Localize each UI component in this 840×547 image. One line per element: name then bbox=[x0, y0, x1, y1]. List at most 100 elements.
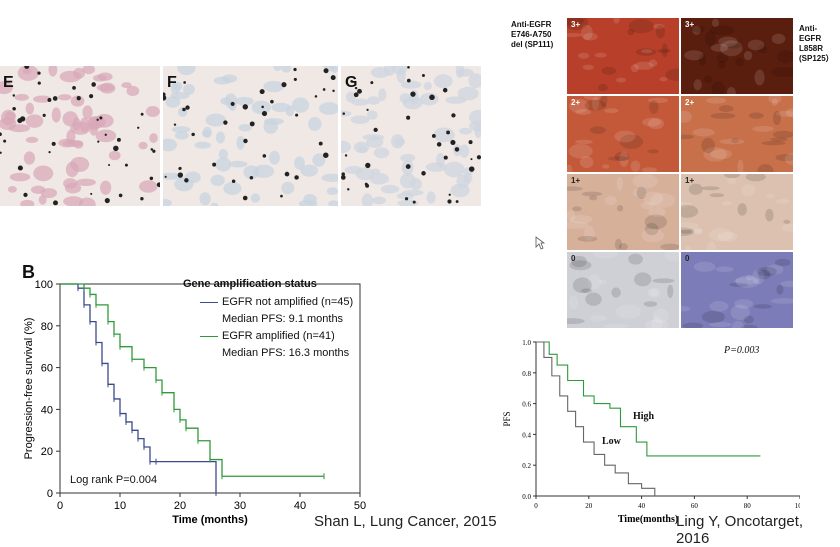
ihc-score-label: 1+ bbox=[685, 176, 695, 185]
cell-texture bbox=[281, 66, 292, 73]
micrograph-e-image bbox=[0, 66, 160, 206]
cell-texture bbox=[250, 193, 261, 203]
nucleus-dot bbox=[72, 86, 76, 90]
nucleus-dot bbox=[90, 192, 93, 195]
nucleus-dot bbox=[261, 111, 268, 117]
cell-texture bbox=[362, 134, 385, 141]
nucleus-dot bbox=[357, 88, 362, 94]
cell-texture bbox=[33, 165, 54, 182]
mouse-cursor-icon bbox=[535, 236, 545, 250]
nucleus-dot bbox=[249, 121, 255, 127]
x-tick-label: 60 bbox=[691, 502, 699, 510]
ihc-tile-texture bbox=[567, 96, 669, 172]
x-tick-label: 0 bbox=[534, 502, 538, 510]
cell-texture bbox=[269, 150, 280, 165]
cell-texture bbox=[1, 109, 16, 126]
cell-texture bbox=[48, 66, 58, 77]
nucleus-dot bbox=[243, 138, 248, 144]
km-curve-low bbox=[536, 341, 656, 496]
nucleus-dot bbox=[468, 140, 473, 145]
cell-texture bbox=[33, 95, 52, 103]
nucleus-dot bbox=[104, 133, 107, 136]
nucleus-dot bbox=[442, 87, 448, 93]
ihc-tile-texture bbox=[567, 18, 679, 92]
cell-texture bbox=[236, 135, 245, 150]
nucleus-dot bbox=[91, 82, 96, 87]
x-tick-label: 50 bbox=[354, 500, 366, 512]
cell-texture bbox=[350, 115, 370, 125]
nucleus-dot bbox=[12, 106, 16, 111]
cell-texture bbox=[25, 102, 35, 115]
legend-swatch-not-amplified bbox=[200, 302, 218, 303]
cell-texture bbox=[121, 82, 132, 89]
ihc-tile-texture bbox=[681, 96, 793, 172]
nucleus-dot bbox=[293, 67, 297, 72]
cell-texture bbox=[308, 117, 322, 131]
cell-texture bbox=[341, 140, 352, 154]
cell-texture bbox=[38, 195, 47, 205]
nucleus-dot bbox=[270, 99, 274, 104]
ihc-score-label: 3+ bbox=[571, 20, 581, 29]
nucleus-dot bbox=[450, 139, 456, 146]
nucleus-dot bbox=[51, 141, 56, 146]
nucleus-dot bbox=[406, 115, 411, 120]
cell-texture bbox=[329, 66, 338, 73]
nucleus-dot bbox=[185, 105, 190, 110]
cell-texture bbox=[369, 172, 389, 185]
cell-texture bbox=[321, 173, 338, 182]
cell-texture bbox=[294, 156, 305, 170]
chart-c-pvalue: P=0.003 bbox=[724, 345, 760, 356]
y-tick-label: 40 bbox=[41, 404, 53, 416]
nucleus-dot bbox=[421, 171, 426, 176]
nucleus-dot bbox=[404, 197, 409, 201]
nucleus-dot bbox=[261, 105, 264, 109]
y-tick-label: 80 bbox=[41, 321, 53, 333]
y-tick-label: 20 bbox=[41, 446, 53, 458]
nucleus-dot bbox=[53, 200, 58, 206]
y-tick-label: 0.4 bbox=[522, 431, 531, 439]
chart-c: 0.0 0.2 0.4 0.6 0.8 1.0 0 20 40 60 80 100 Time(month… bbox=[502, 339, 800, 525]
chart-b: 0 20 40 60 80 100 0 10 20 30 40 50 Time (months) Prog… bbox=[23, 279, 366, 526]
nucleus-dot bbox=[164, 175, 167, 178]
cell-texture bbox=[419, 92, 439, 106]
ihc-score-label: 2+ bbox=[571, 98, 581, 107]
cell-texture bbox=[373, 147, 390, 159]
ihc-tile-texture bbox=[567, 252, 679, 328]
nucleus-dot bbox=[365, 183, 370, 188]
nucleus-dot bbox=[24, 66, 30, 69]
cell-texture bbox=[213, 76, 232, 85]
cell-texture bbox=[177, 66, 196, 76]
nucleus-dot bbox=[76, 96, 81, 101]
cell-texture bbox=[426, 191, 436, 204]
y-tick-label: 0.8 bbox=[522, 370, 531, 378]
nucleus-dot bbox=[259, 89, 265, 95]
ihc-score-label: 0 bbox=[571, 254, 576, 263]
nucleus-dot bbox=[137, 126, 140, 129]
cell-texture bbox=[459, 144, 470, 158]
cell-texture bbox=[263, 80, 285, 93]
nucleus-dot bbox=[52, 96, 58, 101]
cell-texture bbox=[70, 156, 90, 172]
nucleus-dot bbox=[17, 165, 23, 171]
nucleus-dot bbox=[280, 194, 283, 198]
y-tick-label: 0.6 bbox=[522, 401, 531, 409]
cell-texture bbox=[253, 164, 275, 178]
cell-texture bbox=[25, 136, 39, 143]
ihc-grid: 3+ 3+ 2+ 2+ 1+ 1+ 0 0 bbox=[567, 18, 795, 330]
nucleus-dot bbox=[447, 199, 452, 204]
nucleus-dot bbox=[293, 77, 297, 81]
cell-texture bbox=[371, 196, 387, 205]
x-tick-label: 80 bbox=[744, 502, 752, 510]
nucleus-dot bbox=[242, 195, 248, 201]
nucleus-dot bbox=[421, 74, 425, 78]
cell-texture bbox=[23, 151, 36, 165]
nucleus-dot bbox=[99, 116, 103, 120]
cell-texture bbox=[271, 102, 291, 113]
cell-texture bbox=[273, 66, 282, 71]
nucleus-dot bbox=[183, 81, 186, 84]
micrograph-g-image bbox=[341, 66, 481, 206]
nucleus-dot bbox=[118, 193, 123, 198]
ihc-tile-left-1: 3+ bbox=[567, 18, 679, 94]
cell-texture bbox=[455, 66, 465, 79]
x-tick-label: 40 bbox=[638, 502, 646, 510]
